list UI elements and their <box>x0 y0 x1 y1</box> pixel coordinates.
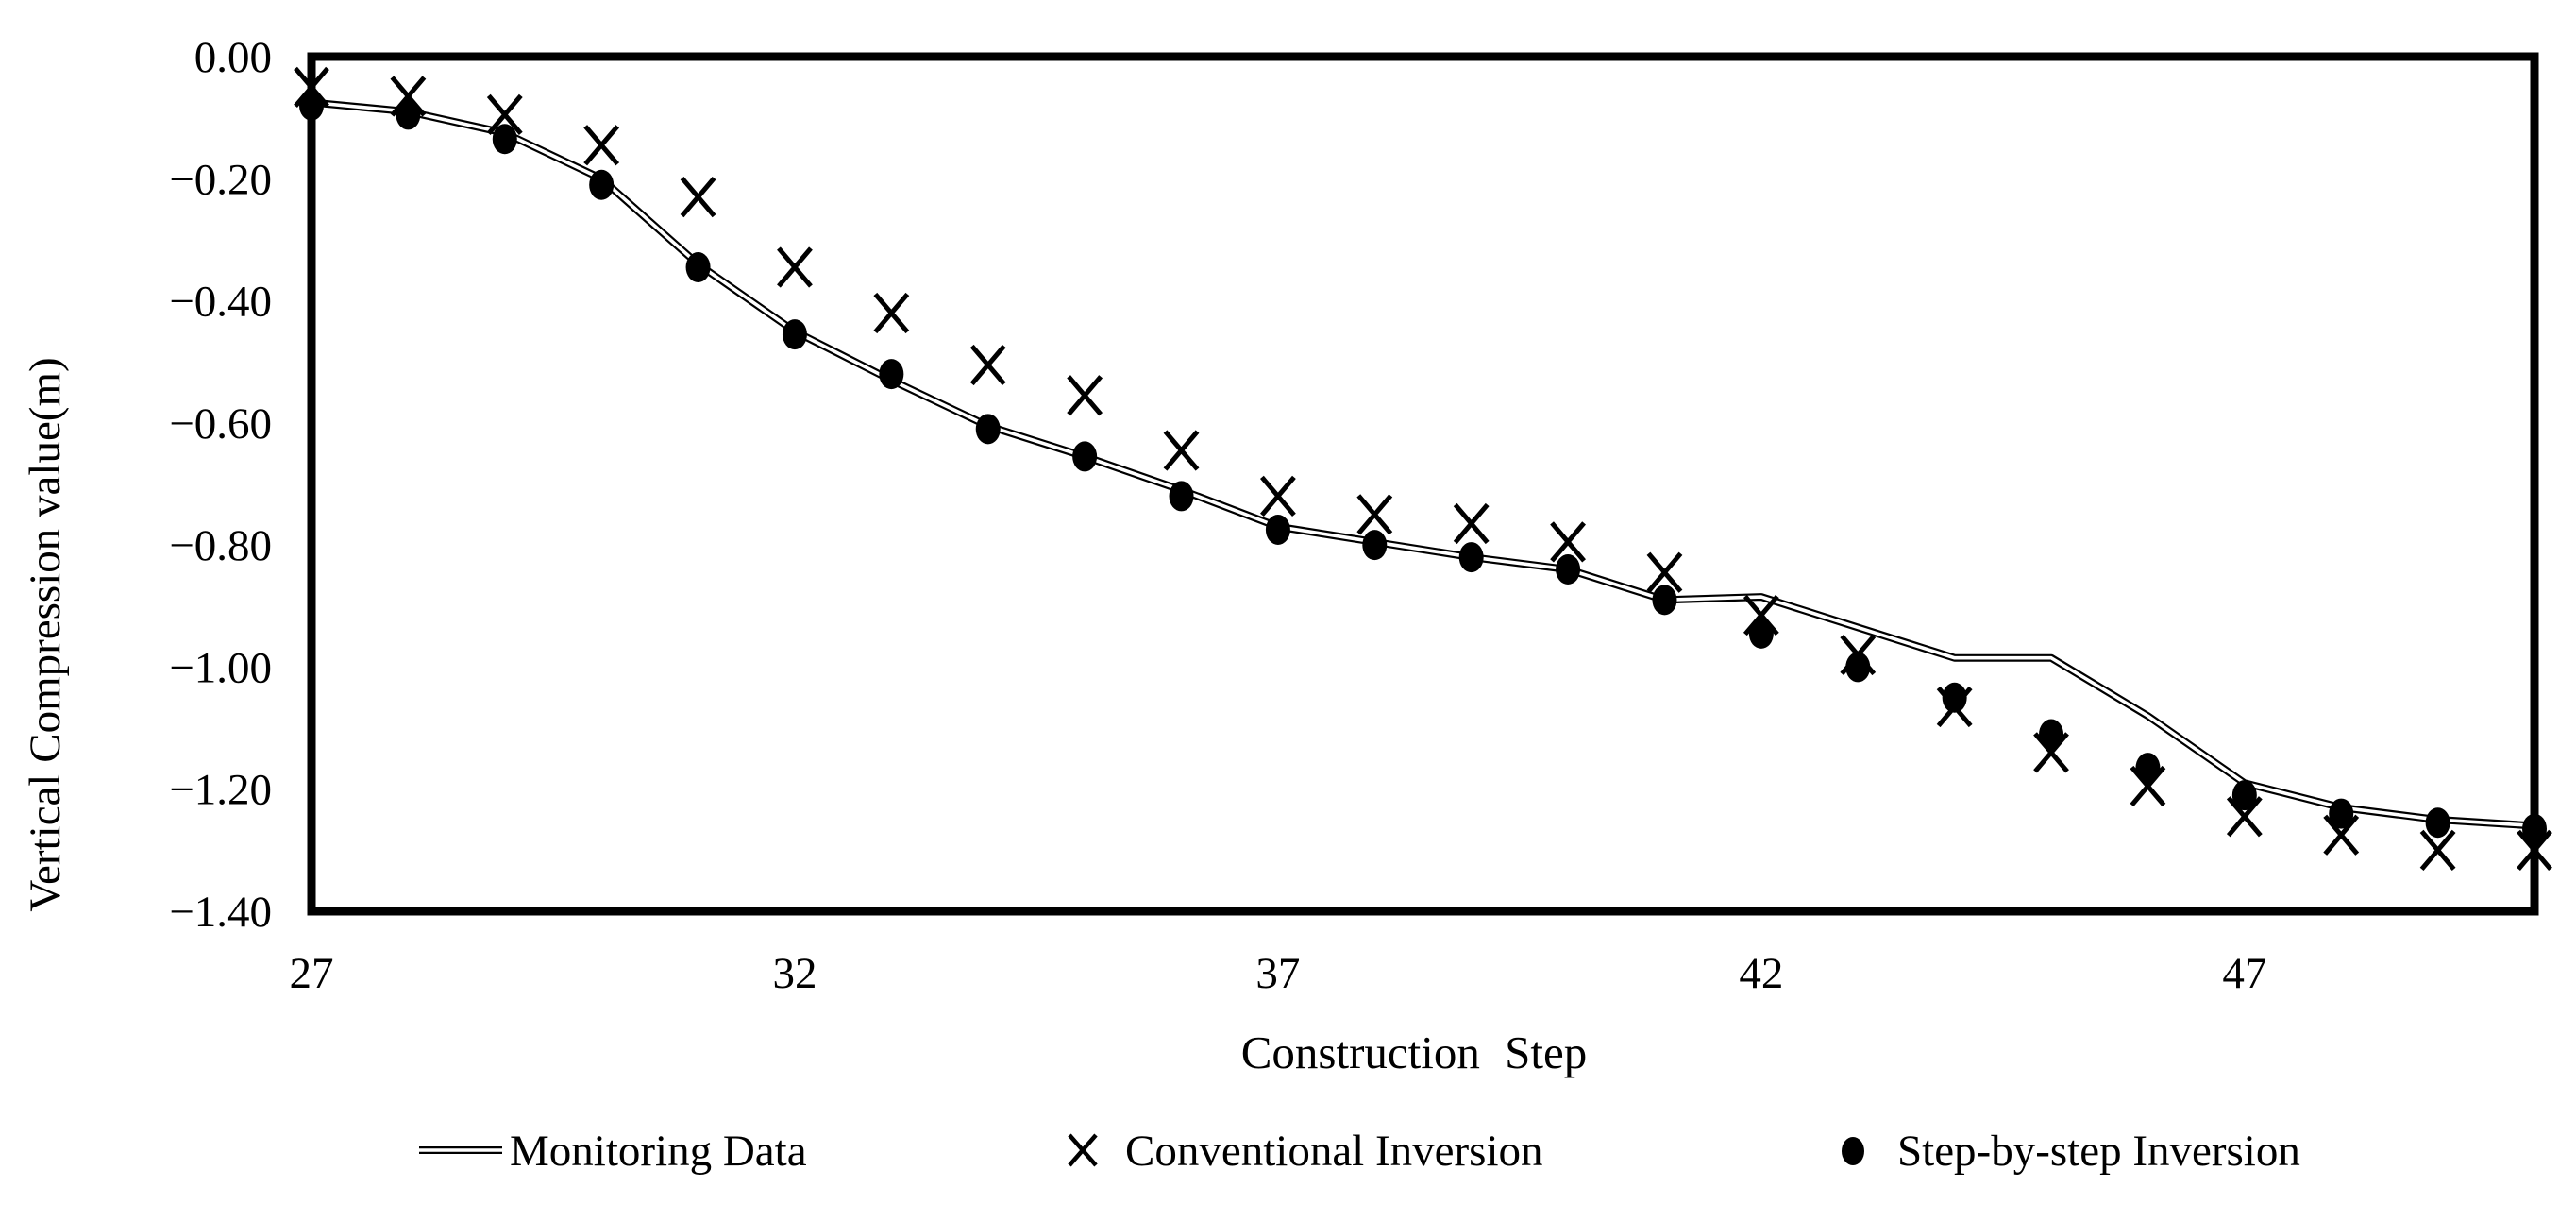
step-by-step-inversion-marker <box>396 99 421 130</box>
legend-item-step-by-step-inversion: Step-by-step Inversion <box>1842 1127 2300 1176</box>
conventional-inversion-marker <box>873 292 910 334</box>
step-by-step-inversion-marker <box>492 124 517 155</box>
conventional-inversion-marker <box>1453 502 1490 545</box>
legend-label-step-by-step-inversion: Step-by-step Inversion <box>1897 1127 2300 1176</box>
legend-label-conventional-inversion: Conventional Inversion <box>1125 1127 1543 1176</box>
x-marker-icon <box>1068 1133 1098 1167</box>
conventional-inversion-marker <box>1646 551 1683 593</box>
conventional-inversion-marker <box>1260 475 1296 517</box>
step-by-step-inversion-marker <box>1458 542 1484 573</box>
conventional-inversion-layer <box>294 66 2552 871</box>
conventional-inversion-marker <box>1356 494 1393 535</box>
conventional-inversion-marker <box>2226 796 2263 838</box>
y-tick-label: −1.20 <box>169 766 272 815</box>
conventional-inversion-marker <box>583 125 620 166</box>
conventional-inversion-marker <box>777 246 813 288</box>
step-by-step-inversion-marker <box>1652 585 1677 616</box>
step-by-step-inversion-marker <box>1556 554 1581 585</box>
y-tick-label: −1.00 <box>169 643 272 692</box>
step-by-step-inversion-marker <box>2425 807 2450 839</box>
step-by-step-inversion-marker <box>1362 530 1388 561</box>
x-axis-title: Construction Step <box>1241 1026 1588 1078</box>
legend: Monitoring Data Conventional Inversion S… <box>419 1127 2300 1176</box>
conventional-inversion-marker <box>2419 829 2456 871</box>
step-by-step-inversion-marker <box>2231 780 2257 811</box>
y-tick-label: −0.60 <box>169 399 272 449</box>
x-tick-label: 27 <box>290 949 334 998</box>
step-by-step-inversion-marker <box>975 414 1001 445</box>
step-by-step-inversion-marker <box>782 319 807 350</box>
y-axis-title: Vertical Compression value(m) <box>21 357 70 911</box>
x-tick-label: 37 <box>1255 949 1300 998</box>
step-by-step-inversion-marker <box>2135 753 2161 784</box>
conventional-inversion-marker <box>1163 430 1200 471</box>
step-by-step-inversion-layer <box>299 90 2547 844</box>
legend-item-monitoring-data: Monitoring Data <box>419 1127 807 1176</box>
monitoring-data-line-inner <box>311 100 2535 828</box>
x-tick-label: 42 <box>1739 949 1783 998</box>
y-tick-label: −0.40 <box>169 278 272 327</box>
plot-frame <box>307 52 2539 916</box>
step-by-step-inversion-marker <box>299 90 324 121</box>
x-tick-label: 32 <box>772 949 817 998</box>
conventional-inversion-marker <box>2517 829 2552 871</box>
step-by-step-inversion-marker <box>879 359 904 390</box>
step-by-step-inversion-marker <box>1265 514 1290 545</box>
x-tick-label: 47 <box>2222 949 2266 998</box>
monitoring-data-line <box>311 98 2535 830</box>
step-by-step-inversion-marker <box>685 252 711 283</box>
legend-label-monitoring-data: Monitoring Data <box>510 1127 807 1176</box>
step-by-step-inversion-marker <box>2522 813 2547 844</box>
conventional-inversion-marker <box>1550 521 1586 563</box>
y-tick-label: 0.00 <box>194 33 272 82</box>
y-tick-label: −1.40 <box>169 888 272 937</box>
step-by-step-inversion-marker <box>1169 481 1194 512</box>
step-by-step-inversion-marker <box>1942 682 1967 713</box>
conventional-inversion-marker <box>1067 375 1103 416</box>
conventional-inversion-marker <box>969 344 1006 386</box>
y-tick-label: −0.20 <box>169 155 272 204</box>
conventional-inversion-marker <box>486 93 523 136</box>
step-by-step-inversion-marker <box>1748 618 1774 649</box>
step-by-step-inversion-marker <box>1845 652 1871 683</box>
conventional-inversion-marker <box>680 177 716 218</box>
step-by-step-inversion-marker <box>2039 719 2064 750</box>
x-axis-tick-labels: 27 32 37 42 47 <box>290 949 2267 998</box>
step-by-step-inversion-marker <box>589 169 615 200</box>
y-tick-label: −0.80 <box>169 521 272 570</box>
legend-item-conventional-inversion: Conventional Inversion <box>1068 1127 1543 1176</box>
step-by-step-inversion-marker <box>2329 798 2354 829</box>
step-by-step-inversion-marker <box>1072 441 1098 472</box>
conventional-inversion-marker <box>2323 814 2360 856</box>
monitoring-data-line-layer <box>311 98 2535 830</box>
y-axis-tick-labels: 0.00 −0.20 −0.40 −0.60 −0.80 −1.00 −1.20 −1.40 <box>169 33 272 937</box>
filled-circle-marker-icon <box>1842 1137 1864 1165</box>
